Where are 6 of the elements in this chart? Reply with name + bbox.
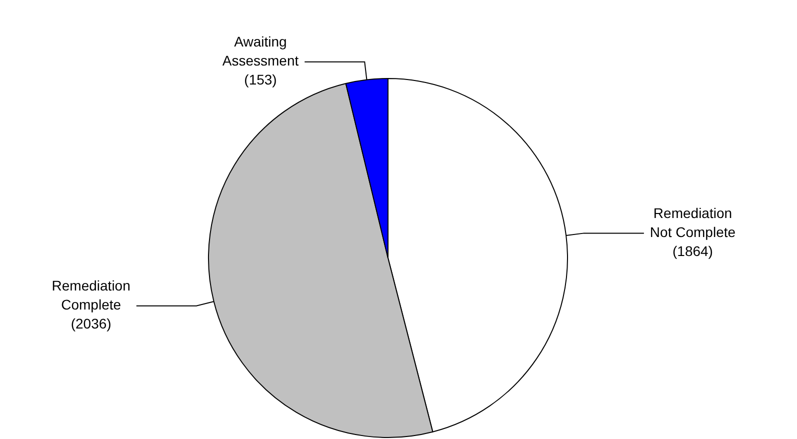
- data-label: (1864): [672, 243, 713, 260]
- slice-label: Awaiting Assessment: [222, 34, 299, 69]
- slice-label: Remediation Not Complete: [650, 205, 736, 240]
- slice-label: Remediation Complete: [52, 278, 130, 313]
- data-label: (2036): [70, 316, 112, 332]
- data-label: (153): [244, 72, 277, 88]
